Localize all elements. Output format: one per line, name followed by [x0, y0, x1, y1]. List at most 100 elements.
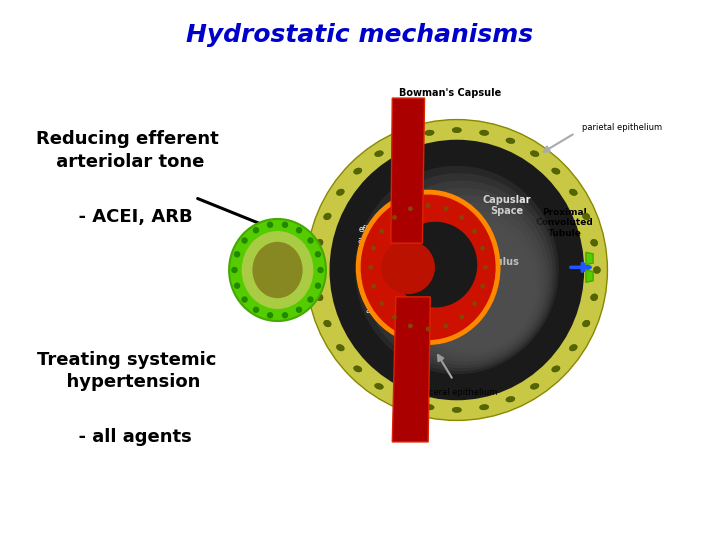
Ellipse shape	[552, 366, 560, 372]
Ellipse shape	[359, 192, 498, 342]
Ellipse shape	[593, 267, 600, 273]
Ellipse shape	[590, 294, 598, 301]
Ellipse shape	[444, 323, 449, 328]
Ellipse shape	[506, 138, 515, 144]
Ellipse shape	[369, 180, 553, 368]
Ellipse shape	[282, 221, 288, 228]
Ellipse shape	[570, 189, 577, 195]
Ellipse shape	[582, 213, 590, 220]
Ellipse shape	[480, 130, 489, 136]
Ellipse shape	[330, 140, 584, 400]
Ellipse shape	[234, 282, 240, 289]
Polygon shape	[586, 270, 593, 282]
Ellipse shape	[371, 246, 376, 251]
Ellipse shape	[362, 173, 556, 371]
Text: Distal
Convoluted
Tubule: Distal Convoluted Tubule	[255, 260, 300, 280]
Ellipse shape	[324, 213, 331, 220]
Ellipse shape	[253, 227, 259, 233]
Ellipse shape	[324, 320, 331, 327]
Polygon shape	[391, 98, 425, 243]
Ellipse shape	[231, 267, 238, 273]
Ellipse shape	[425, 404, 434, 410]
Ellipse shape	[318, 267, 324, 273]
Ellipse shape	[316, 294, 323, 301]
Text: afferent
arteriole: afferent arteriole	[365, 295, 398, 315]
Ellipse shape	[452, 407, 462, 413]
Ellipse shape	[267, 221, 274, 228]
Ellipse shape	[296, 227, 302, 233]
Ellipse shape	[377, 188, 550, 365]
Text: Glomerulus: Glomerulus	[456, 257, 520, 267]
Text: Reducing efferent
 arteriolar tone: Reducing efferent arteriolar tone	[35, 130, 218, 171]
Ellipse shape	[306, 119, 608, 421]
Ellipse shape	[374, 383, 383, 389]
Ellipse shape	[336, 189, 344, 195]
Ellipse shape	[582, 320, 590, 327]
Ellipse shape	[472, 228, 477, 233]
Ellipse shape	[253, 307, 259, 313]
Ellipse shape	[307, 237, 314, 244]
Ellipse shape	[408, 206, 413, 211]
Ellipse shape	[336, 345, 344, 351]
Ellipse shape	[354, 168, 362, 174]
Ellipse shape	[552, 168, 560, 174]
Ellipse shape	[381, 240, 435, 294]
Ellipse shape	[483, 265, 488, 270]
Ellipse shape	[374, 151, 383, 157]
Text: Capuslar
Space: Capuslar Space	[483, 195, 531, 217]
Ellipse shape	[296, 307, 302, 313]
Ellipse shape	[379, 301, 384, 306]
Ellipse shape	[425, 130, 434, 136]
Ellipse shape	[391, 202, 544, 359]
Ellipse shape	[315, 282, 321, 289]
Text: Hydrostatic mechanisms: Hydrostatic mechanisms	[186, 23, 534, 47]
Text: efferent
arteriole: efferent arteriole	[358, 225, 391, 245]
Ellipse shape	[506, 396, 515, 402]
Ellipse shape	[590, 239, 598, 246]
Ellipse shape	[399, 396, 408, 402]
Ellipse shape	[480, 246, 485, 251]
Ellipse shape	[355, 166, 559, 374]
Ellipse shape	[399, 138, 408, 144]
Ellipse shape	[234, 251, 240, 258]
Ellipse shape	[392, 315, 397, 320]
Text: - ACEI, ARB: - ACEI, ARB	[66, 208, 192, 226]
Text: - all agents: - all agents	[66, 428, 192, 447]
Ellipse shape	[531, 383, 539, 389]
Text: visceral epithelium: visceral epithelium	[417, 388, 497, 397]
Text: Bowman's Capsule: Bowman's Capsule	[399, 88, 501, 98]
Ellipse shape	[393, 222, 477, 307]
Ellipse shape	[472, 301, 477, 306]
Ellipse shape	[354, 366, 362, 372]
Ellipse shape	[408, 323, 413, 328]
Ellipse shape	[459, 215, 464, 220]
Ellipse shape	[480, 404, 489, 410]
Ellipse shape	[452, 127, 462, 133]
Ellipse shape	[379, 228, 384, 233]
Polygon shape	[392, 297, 431, 442]
Ellipse shape	[282, 312, 288, 319]
Ellipse shape	[459, 315, 464, 320]
Text: Proximal
Convoluted
Tubule: Proximal Convoluted Tubule	[536, 208, 593, 238]
Ellipse shape	[444, 206, 449, 211]
Ellipse shape	[313, 267, 320, 273]
Ellipse shape	[371, 284, 376, 289]
Ellipse shape	[369, 265, 373, 270]
Ellipse shape	[229, 219, 326, 321]
Text: parietal epithelium: parietal epithelium	[582, 123, 662, 132]
Ellipse shape	[392, 215, 397, 220]
Ellipse shape	[316, 239, 323, 246]
Ellipse shape	[384, 195, 547, 362]
Ellipse shape	[426, 203, 431, 208]
Ellipse shape	[480, 284, 485, 289]
Ellipse shape	[426, 327, 431, 332]
Text: Treating systemic
  hypertension: Treating systemic hypertension	[37, 350, 217, 391]
Polygon shape	[586, 252, 593, 265]
Ellipse shape	[253, 242, 302, 298]
Ellipse shape	[307, 296, 314, 303]
Ellipse shape	[531, 151, 539, 157]
Ellipse shape	[242, 231, 313, 309]
Ellipse shape	[315, 251, 321, 258]
Ellipse shape	[241, 296, 248, 303]
Ellipse shape	[241, 237, 248, 244]
